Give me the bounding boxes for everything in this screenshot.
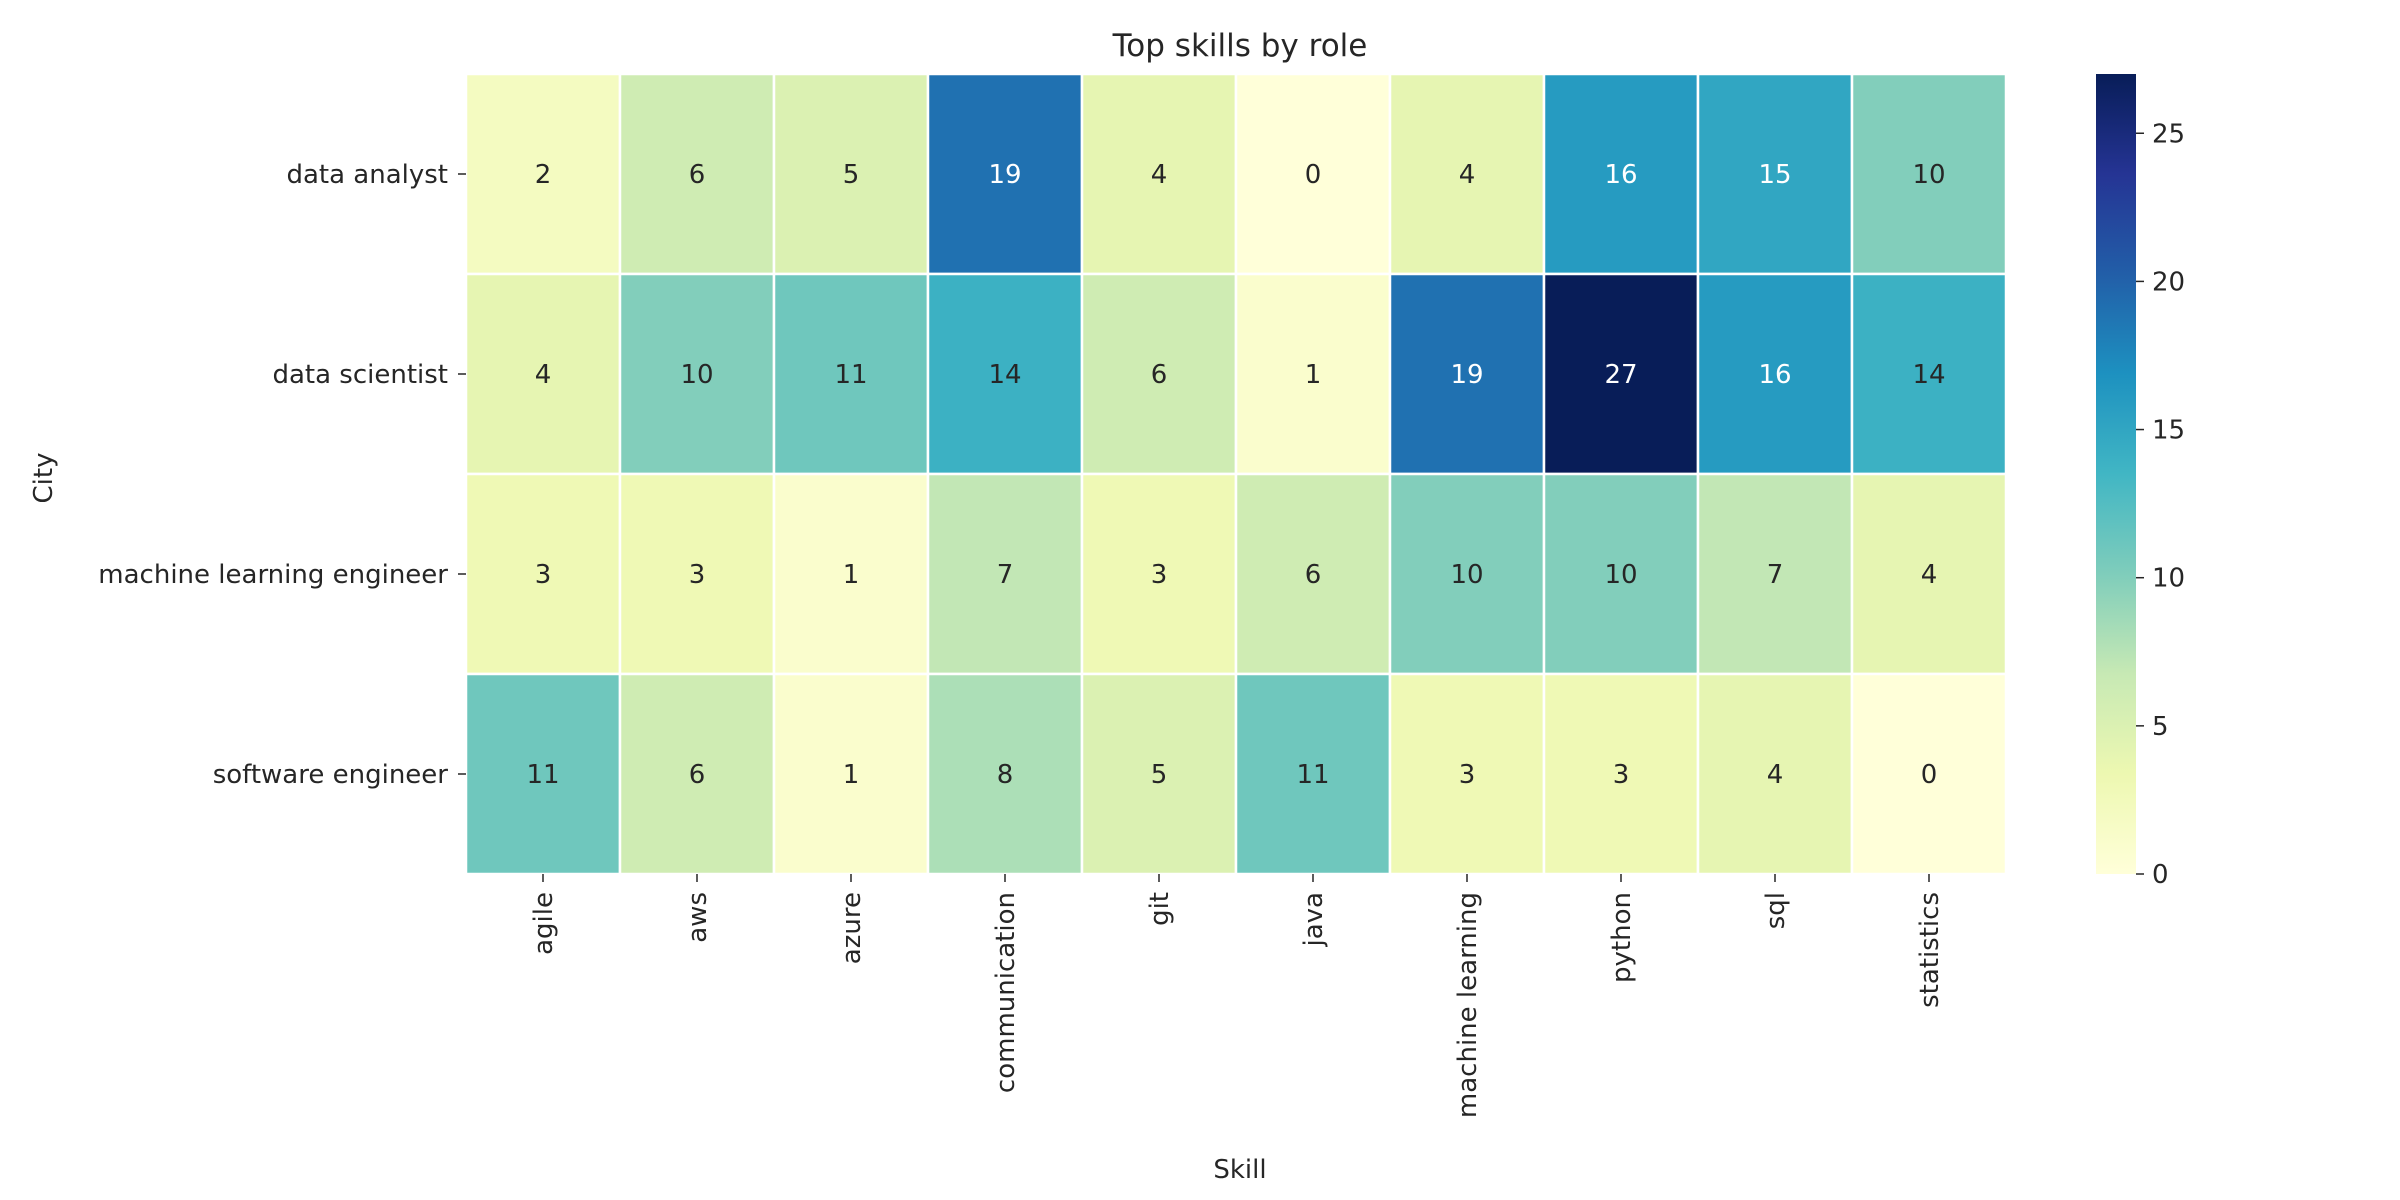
heatmap-cell (772, 72, 930, 276)
x-tick-label: sql (1761, 892, 1791, 929)
heatmap-cell (1080, 672, 1238, 876)
cell-value-label: 4 (1767, 760, 1784, 790)
cell-value-label: 3 (689, 560, 706, 590)
heatmap-cell (1542, 472, 1700, 676)
cell-value-label: 3 (1459, 760, 1476, 790)
x-tick-label: azure (837, 892, 867, 964)
y-tick-label: machine learning engineer (98, 560, 448, 590)
heatmap-cell (1388, 672, 1546, 876)
cell-value-label: 3 (1613, 760, 1630, 790)
heatmap-cells (464, 72, 2008, 876)
cell-value-label: 3 (535, 560, 552, 590)
cell-value-label: 10 (1604, 560, 1637, 590)
heatmap-cell (464, 672, 622, 876)
cell-value-label: 16 (1758, 360, 1791, 390)
heatmap-cell (926, 272, 1084, 476)
x-axis-ticks: agile aws azure communication git java machine… (529, 874, 1945, 1118)
cell-value-label: 15 (1758, 160, 1791, 190)
cell-value-label: 6 (1151, 360, 1168, 390)
cell-value-label: 2 (535, 160, 552, 190)
heatmap-cell (464, 72, 622, 276)
x-tick-label: java (1299, 892, 1329, 947)
y-tick-label: data analyst (286, 160, 448, 190)
x-tick-label: agile (529, 892, 559, 955)
heatmap-cell (1542, 672, 1700, 876)
x-tick-label: statistics (1915, 892, 1945, 1008)
heatmap-cell (1850, 72, 2008, 276)
cell-value-label: 14 (988, 360, 1021, 390)
cell-value-label: 11 (526, 760, 559, 790)
cell-value-label: 4 (1151, 160, 1168, 190)
cell-value-label: 4 (1921, 560, 1938, 590)
x-tick-label: aws (683, 892, 713, 943)
cell-value-label: 5 (1151, 760, 1168, 790)
heatmap-cell (1542, 72, 1700, 276)
cell-value-label: 1 (843, 760, 860, 790)
heatmap-cell (1080, 472, 1238, 676)
chart-title: Top skills by role (1112, 28, 1368, 64)
cell-value-label: 0 (1305, 160, 1322, 190)
cell-value-label: 5 (843, 160, 860, 190)
cell-value-label: 4 (1459, 160, 1476, 190)
heatmap-cell (1234, 672, 1392, 876)
cell-value-label: 6 (1305, 560, 1322, 590)
heatmap-cell (926, 72, 1084, 276)
cell-value-label: 7 (1767, 560, 1784, 590)
cell-value-label: 6 (689, 160, 706, 190)
heatmap-cell (1388, 472, 1546, 676)
heatmap-cell (1696, 672, 1854, 876)
cell-value-label: 1 (1305, 360, 1322, 390)
y-tick-label: software engineer (213, 760, 449, 790)
x-tick-label: machine learning (1453, 892, 1483, 1118)
heatmap-cell (1234, 72, 1392, 276)
colorbar-tick-label: 15 (2152, 416, 2185, 446)
cell-value-label: 4 (535, 360, 552, 390)
cell-value-label: 6 (689, 760, 706, 790)
colorbar-tick-label: 10 (2152, 564, 2185, 594)
x-tick-label: git (1145, 892, 1175, 926)
cell-value-label: 11 (834, 360, 867, 390)
colorbar-tick-label: 20 (2152, 267, 2185, 297)
colorbar-tick-label: 0 (2152, 860, 2169, 890)
cell-value-label: 27 (1604, 360, 1637, 390)
y-axis-label: City (29, 453, 59, 504)
cell-value-label: 19 (988, 160, 1021, 190)
x-tick-label: communication (991, 892, 1021, 1093)
cell-value-label: 11 (1296, 760, 1329, 790)
heatmap-cell-labels: 2 6 5 19 4 0 4 16 15 104 10 11 14 6 1 19 27 16 143 3 1 7 3 6 10 1… (526, 160, 1945, 790)
heatmap-cell (618, 272, 776, 476)
colorbar: 0 5 10 15 20 25 (2096, 74, 2185, 890)
cell-value-label: 16 (1604, 160, 1637, 190)
heatmap-cell (772, 472, 930, 676)
cell-value-label: 7 (997, 560, 1014, 590)
x-axis-label: Skill (1213, 1155, 1266, 1185)
cell-value-label: 1 (843, 560, 860, 590)
heatmap-cell (1696, 472, 1854, 676)
cell-value-label: 0 (1921, 760, 1938, 790)
heatmap-cell (1388, 272, 1546, 476)
cell-value-label: 3 (1151, 560, 1168, 590)
heatmap-cell (1234, 272, 1392, 476)
cell-value-label: 14 (1912, 360, 1945, 390)
cell-value-label: 10 (1450, 560, 1483, 590)
y-tick-label: data scientist (272, 360, 448, 390)
cell-value-label: 19 (1450, 360, 1483, 390)
colorbar-tick-label: 5 (2152, 712, 2169, 742)
heatmap-cell (1850, 272, 2008, 476)
heatmap-cell (618, 472, 776, 676)
cell-value-label: 10 (1912, 160, 1945, 190)
colorbar-tick-label: 25 (2152, 119, 2185, 149)
x-tick-label: python (1607, 892, 1637, 983)
heatmap-cell (1696, 272, 1854, 476)
heatmap-cell (1542, 272, 1700, 476)
y-axis-ticks: data analyst data scientist machine learni… (98, 160, 466, 790)
heatmap-cell (1850, 672, 2008, 876)
colorbar-gradient (2096, 74, 2136, 874)
heatmap-cell (464, 472, 622, 676)
cell-value-label: 10 (680, 360, 713, 390)
cell-value-label: 8 (997, 760, 1014, 790)
heatmap-cell (618, 72, 776, 276)
heatmap-cell (1850, 472, 2008, 676)
